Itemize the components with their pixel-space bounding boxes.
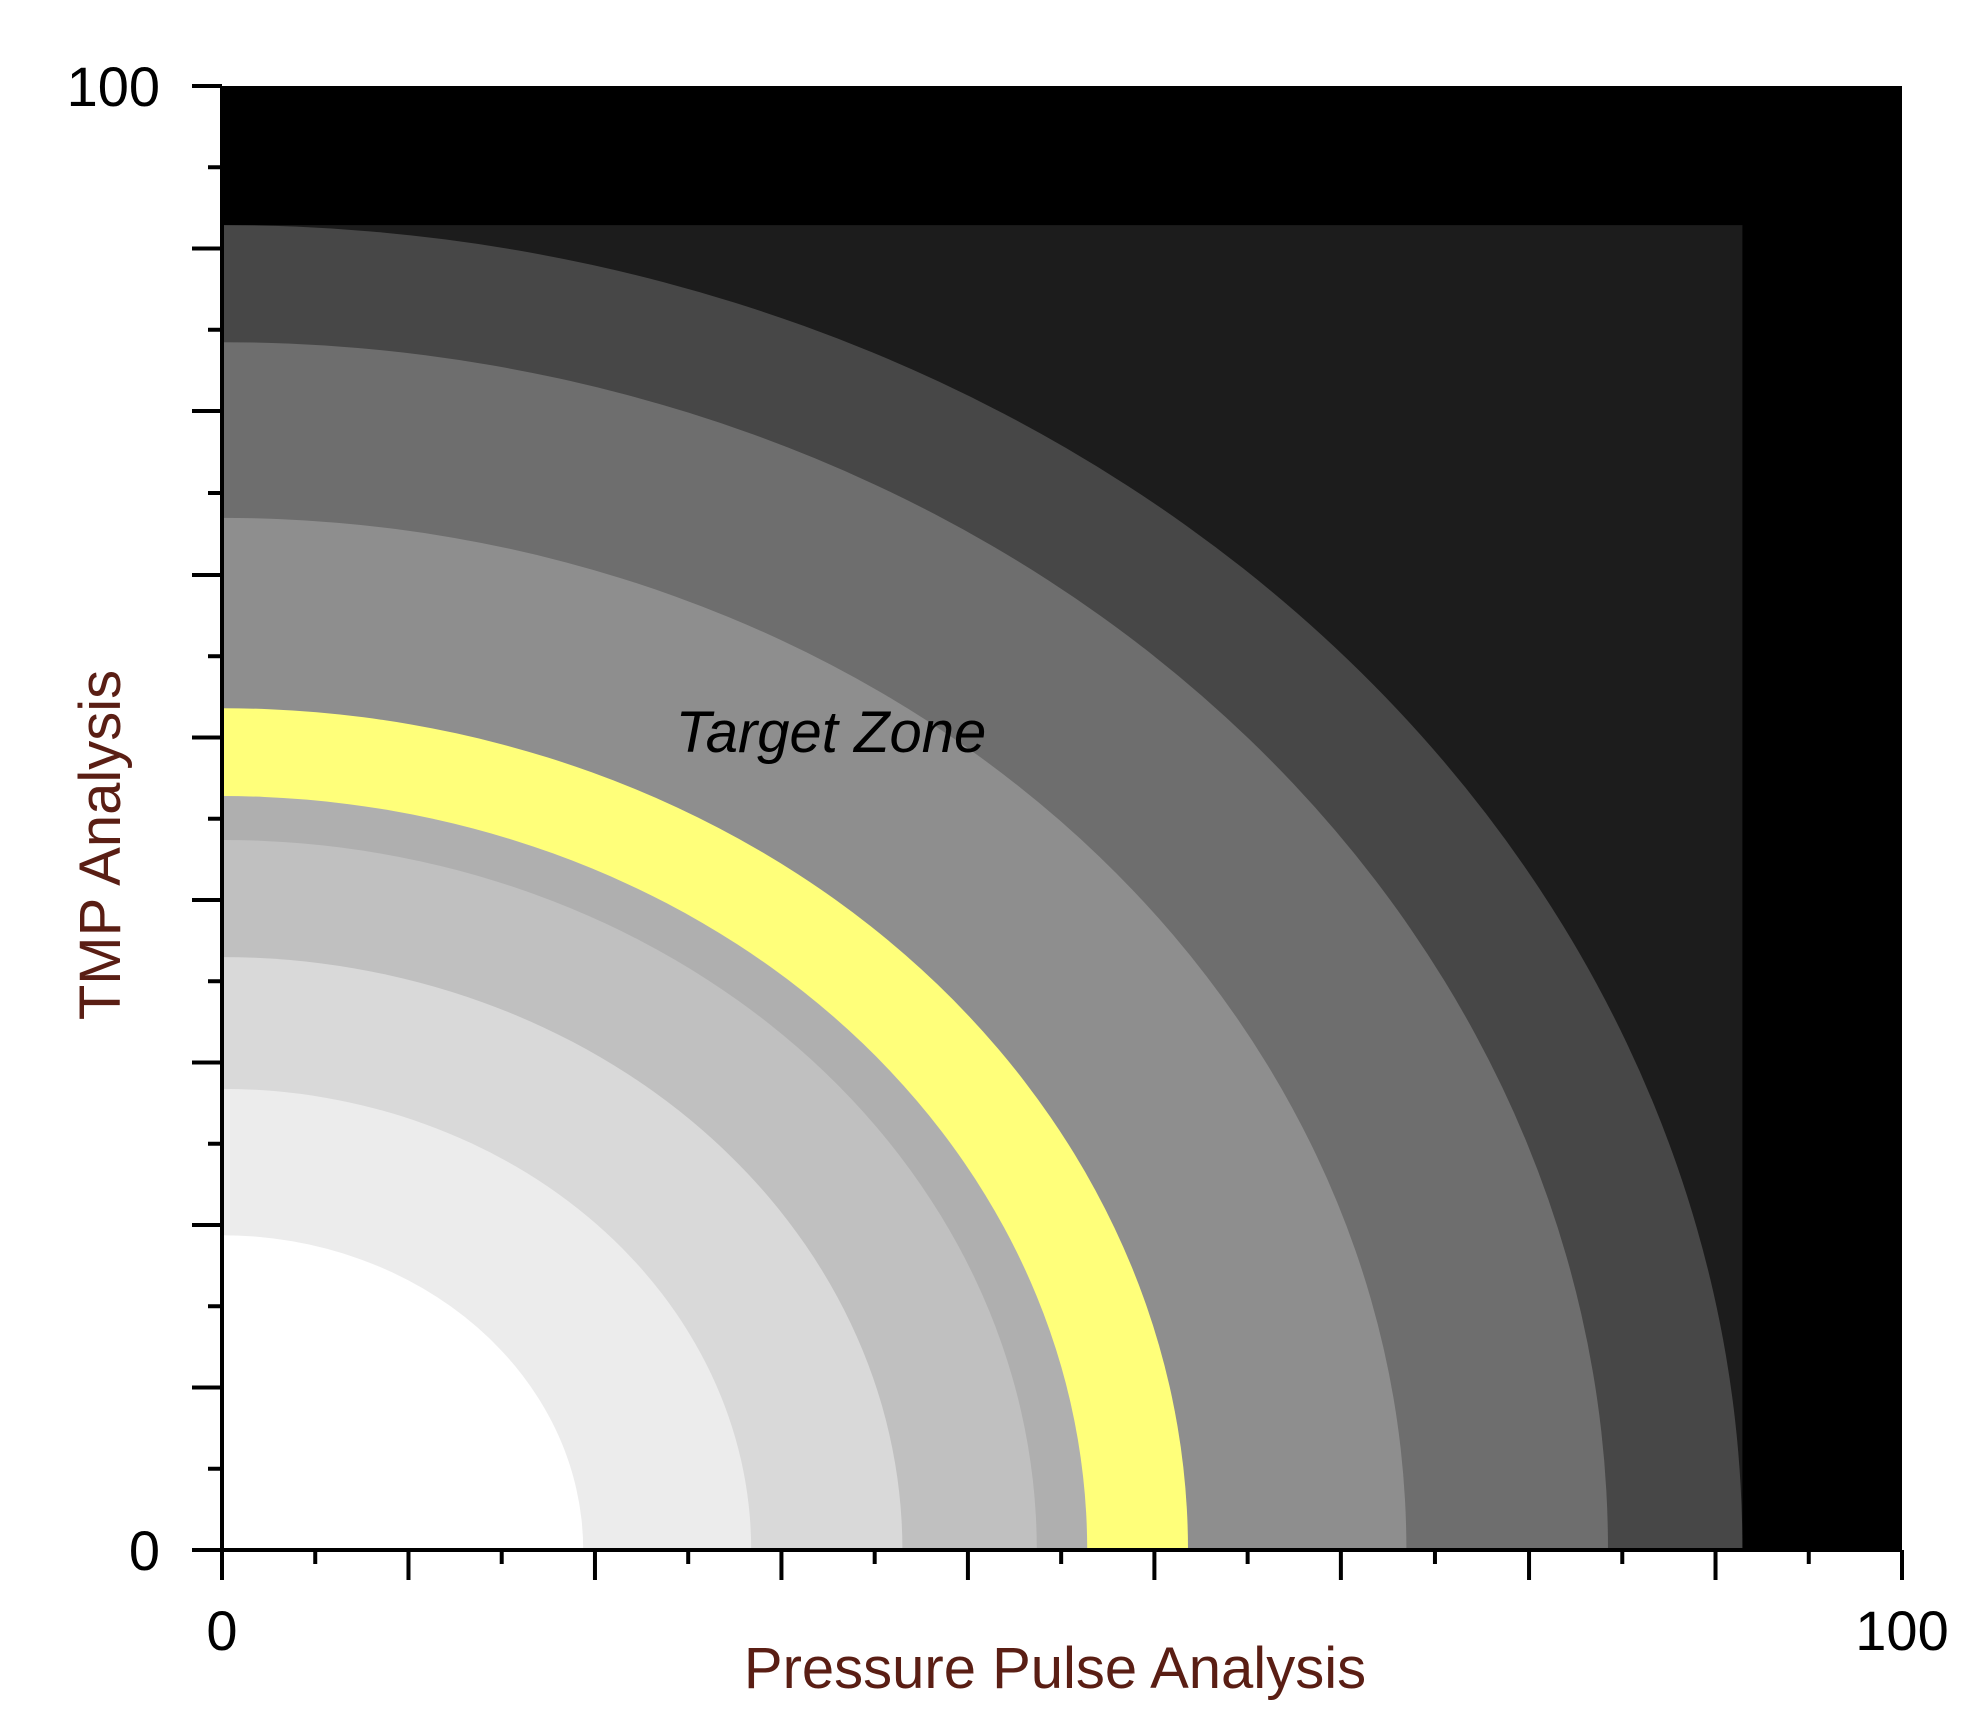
y-tick-label: 100	[67, 55, 160, 118]
y-axis-title: TMP Analysis	[68, 670, 133, 1020]
x-ticks	[220, 1550, 1904, 1580]
annotation-target-zone: Target Zone	[676, 700, 987, 765]
y-ticks	[192, 84, 222, 1552]
x-tick-label: 100	[1855, 1599, 1948, 1662]
band-level-1	[222, 1235, 584, 1550]
y-tick-label: 0	[129, 1519, 160, 1582]
x-axis-title: Pressure Pulse Analysis	[744, 1636, 1366, 1701]
y-tick-labels: 0 100	[67, 55, 160, 1582]
x-tick-labels: 0 100	[206, 1599, 1948, 1662]
x-tick-label: 0	[206, 1599, 237, 1662]
band-layer	[222, 225, 1743, 1550]
axes: 0 100 0 100	[67, 55, 1949, 1662]
annotation-layer: Target Zone	[676, 700, 987, 765]
